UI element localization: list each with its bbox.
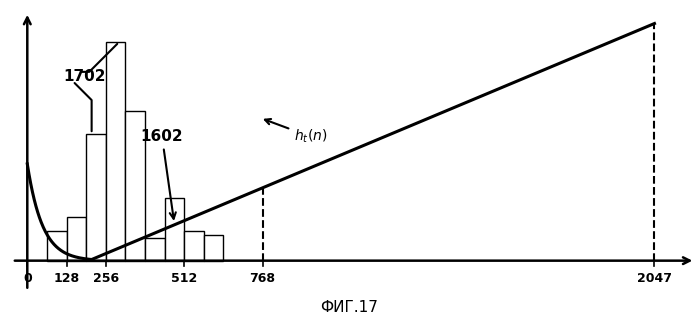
- Bar: [66, 217, 86, 261]
- Bar: [86, 134, 105, 261]
- Bar: [105, 42, 126, 261]
- Bar: [126, 111, 145, 261]
- Text: 1602: 1602: [141, 129, 184, 219]
- Bar: [204, 235, 223, 261]
- Text: 1702: 1702: [64, 69, 106, 84]
- Text: ФИГ.17: ФИГ.17: [320, 300, 378, 315]
- Bar: [145, 238, 165, 261]
- Text: 256: 256: [93, 272, 119, 285]
- Bar: [184, 231, 204, 261]
- Text: 0: 0: [23, 272, 31, 285]
- Bar: [165, 198, 184, 261]
- Text: 768: 768: [250, 272, 276, 285]
- Bar: [47, 231, 66, 261]
- Text: 2047: 2047: [637, 272, 672, 285]
- Text: 128: 128: [54, 272, 80, 285]
- Text: 512: 512: [171, 272, 198, 285]
- Text: $h_t(n)$: $h_t(n)$: [265, 119, 327, 145]
